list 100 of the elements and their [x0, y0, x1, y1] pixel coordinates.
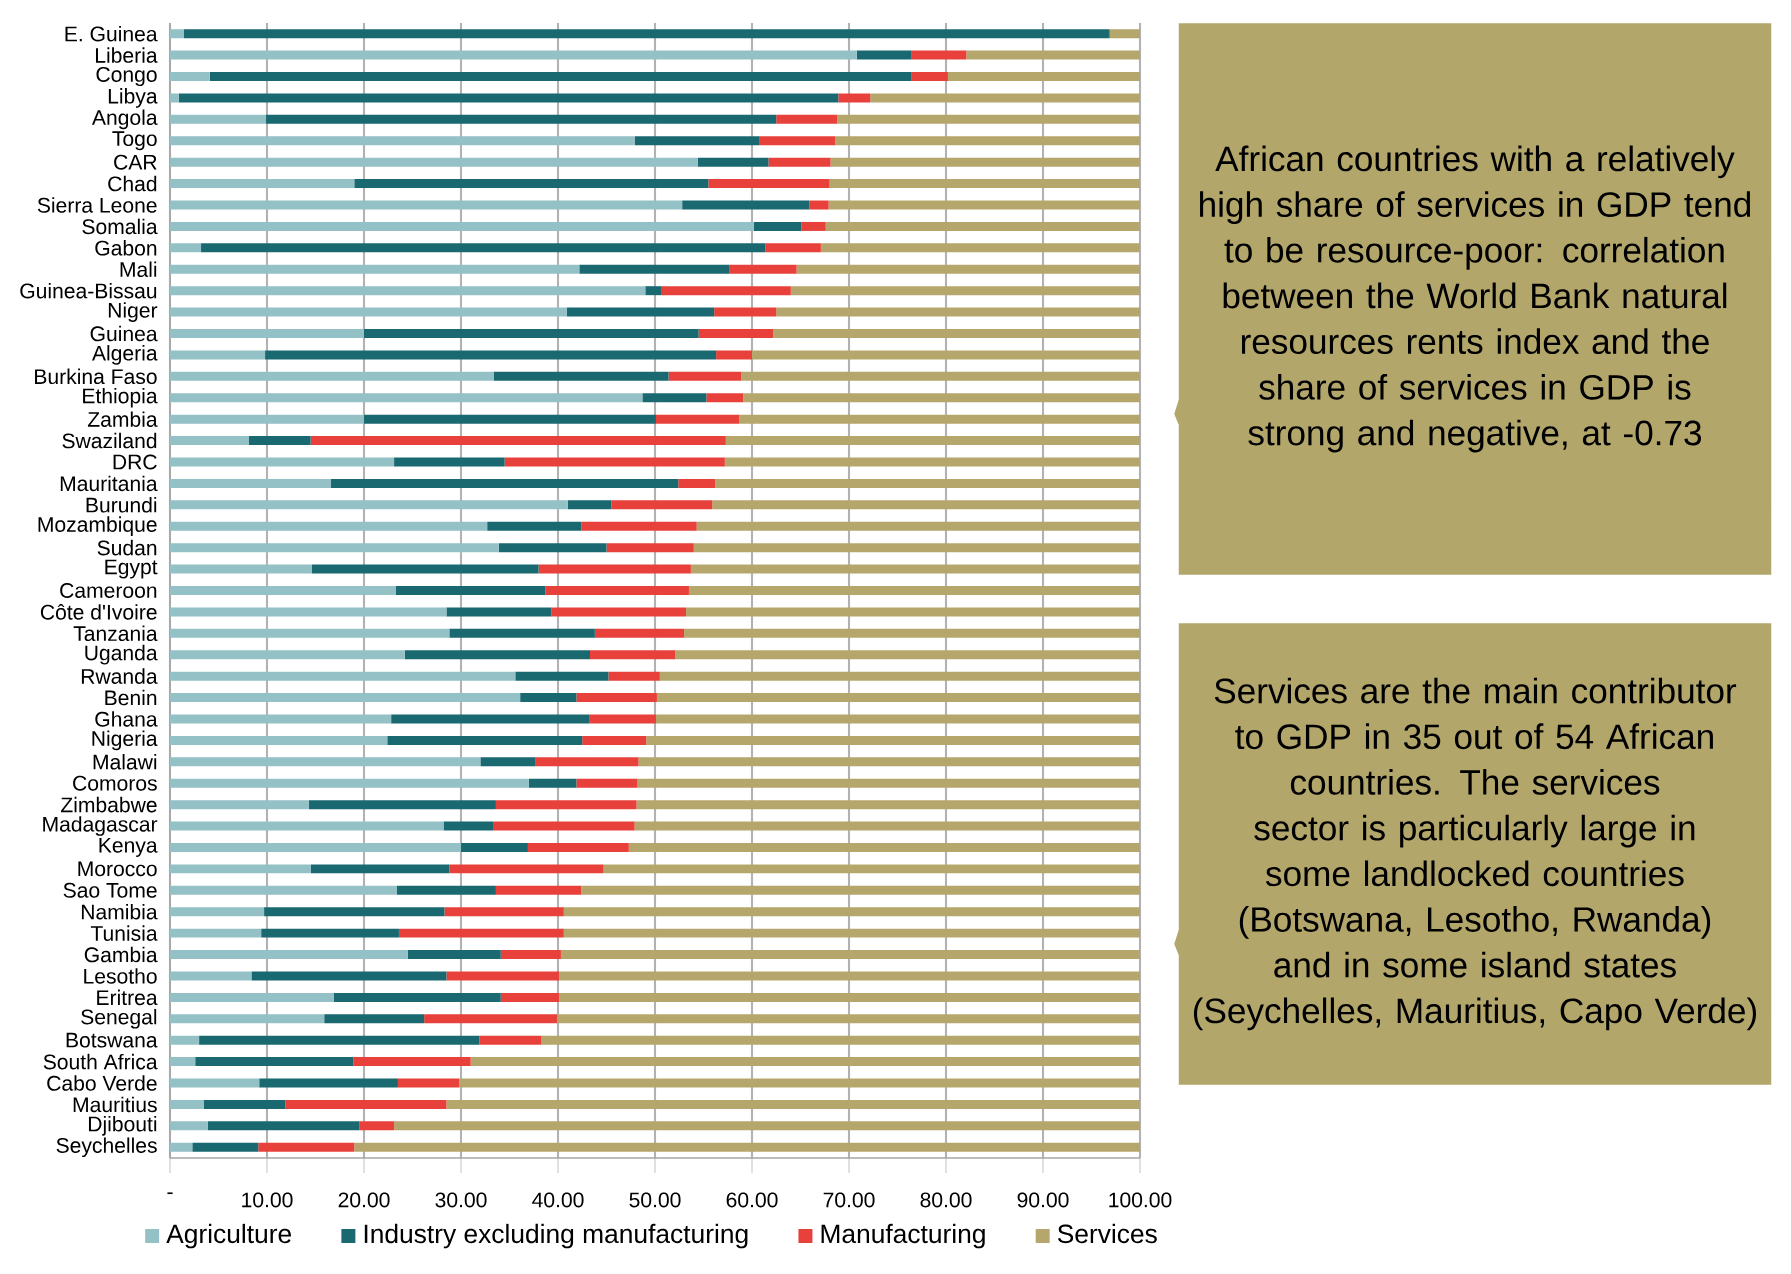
bar: [581, 521, 697, 531]
bar: [424, 1014, 558, 1024]
bar: [170, 971, 252, 981]
bar: [170, 907, 265, 917]
bar: [479, 1035, 542, 1045]
bar: [354, 179, 709, 189]
bar: [310, 864, 450, 874]
bar: [170, 1099, 204, 1109]
bar: [538, 564, 691, 574]
bar: [706, 393, 744, 403]
y-tick-label: Kenya: [99, 838, 158, 857]
bar: [170, 693, 521, 703]
bar: [837, 114, 1140, 124]
bar: [678, 478, 716, 488]
bar: [820, 243, 1140, 253]
y-tick-label: Angola: [91, 109, 158, 130]
bar: [170, 307, 567, 317]
bar: [170, 543, 499, 553]
bar: [170, 650, 405, 660]
y-tick-label: Malawi: [93, 754, 157, 770]
bar: [716, 350, 752, 360]
y-tick-label: Burundi: [86, 497, 157, 513]
x-tick-label: 80.00: [920, 1192, 972, 1208]
bar: [170, 864, 311, 874]
y-tick-label: Sudan: [97, 539, 157, 556]
bar: [251, 971, 447, 981]
bar: [480, 757, 536, 767]
bar: [589, 714, 656, 724]
bar: [856, 50, 912, 60]
bar: [170, 1035, 200, 1045]
y-tick-label: Togo: [112, 131, 157, 151]
bar: [493, 371, 669, 381]
bar: [594, 628, 685, 638]
bar: [170, 243, 202, 253]
y-tick-label: Uganda: [85, 644, 158, 665]
legend-label: Industry excluding manufacturing: [364, 1223, 748, 1249]
bar: [515, 671, 609, 681]
bar: [170, 29, 184, 39]
bar: [911, 72, 948, 82]
y-tick-label: South Africa: [43, 1053, 158, 1070]
bar: [558, 971, 1140, 981]
bar: [535, 757, 639, 767]
bar: [693, 543, 1140, 553]
bar: [446, 1099, 1140, 1109]
bar: [708, 179, 830, 189]
bar: [611, 500, 713, 510]
bar: [398, 928, 564, 938]
y-tick-label: Mauritania: [60, 475, 158, 492]
bar: [638, 757, 1140, 767]
bar: [628, 842, 1140, 852]
bar: [266, 114, 777, 124]
bar: [563, 907, 1140, 917]
bar: [170, 371, 494, 381]
y-tick-label: Cameroon: [60, 583, 157, 598]
bar: [170, 457, 395, 467]
bar: [725, 436, 1140, 446]
bar: [729, 264, 797, 274]
bar: [500, 950, 561, 960]
bar: [566, 307, 715, 317]
bar: [495, 800, 637, 810]
legend-label: Agriculture: [166, 1223, 291, 1249]
bar: [741, 371, 1140, 381]
bar: [396, 586, 546, 595]
bar: [688, 586, 1140, 595]
bar: [444, 907, 564, 917]
x-tick-label: 40.00: [532, 1192, 584, 1208]
bar: [835, 136, 1140, 146]
bar: [170, 800, 309, 810]
bar: [838, 93, 871, 103]
bar: [359, 1121, 395, 1131]
bar: [608, 671, 660, 681]
bar: [528, 778, 577, 788]
y-tick-label: Niger: [108, 302, 158, 322]
bar: [690, 564, 1140, 574]
bar: [684, 628, 1140, 638]
y-tick-label: E. Guinea: [65, 25, 158, 42]
bar: [790, 286, 1140, 296]
y-tick-label: Burkina Faso: [35, 368, 157, 385]
text: Services are the main contributor to GDP in 35 out of 54 African countries. The services sector is particularly large in some landlocked countries (Botswana, Lesotho, Rwanda) and in some island states (Seychelles, Mauritius, Capo Verde): [1193, 677, 1756, 1031]
bar: [645, 286, 662, 296]
bar: [333, 992, 501, 1002]
bar: [170, 885, 397, 895]
bar: [698, 329, 774, 339]
bar: [170, 671, 516, 681]
bar: [170, 264, 580, 274]
bar: [459, 1078, 1140, 1088]
bar: [170, 179, 355, 189]
bar: [308, 800, 496, 810]
bar: [170, 93, 179, 103]
bar: [966, 50, 1140, 60]
bar: [170, 1014, 325, 1024]
bar: [170, 114, 267, 124]
bar: [590, 650, 676, 660]
bar: [258, 1142, 355, 1152]
y-tick-label: DRC: [113, 454, 157, 470]
bar: [170, 757, 481, 767]
bar: [170, 992, 334, 1002]
x-tick-label: -: [167, 1192, 173, 1195]
bar: [170, 500, 568, 510]
bar: [487, 521, 582, 531]
